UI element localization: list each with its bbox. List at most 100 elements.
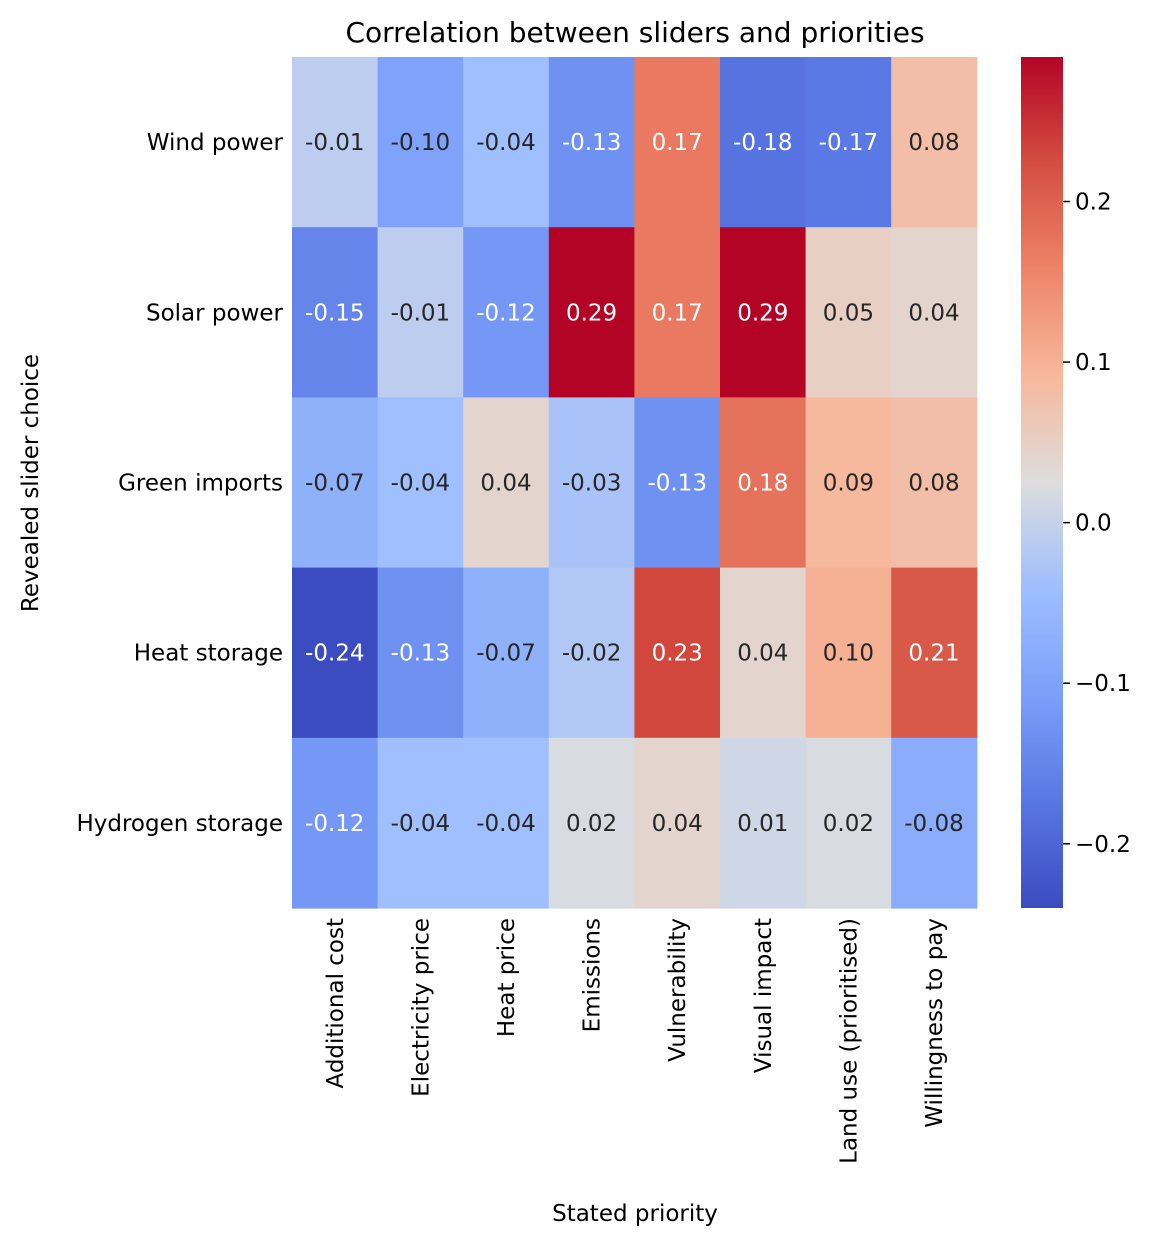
x-tick-label: Electricity price (408, 918, 434, 1097)
cell-value-label: 0.02 (566, 811, 617, 837)
cell-value-label: 0.04 (652, 811, 703, 837)
heatmap-cells (292, 57, 978, 909)
heatmap-cell (292, 737, 379, 909)
heatmap-cell (720, 567, 807, 739)
cell-value-label: 0.08 (908, 471, 959, 497)
cell-value-label: 0.29 (566, 300, 617, 326)
y-tick-label: Green imports (118, 471, 283, 497)
heatmap-cell (891, 57, 978, 228)
cell-value-label: -0.01 (305, 130, 365, 156)
x-tick-label: Visual impact (751, 918, 777, 1073)
heatmap-cell (292, 227, 379, 398)
heatmap-cell (891, 397, 978, 569)
cell-value-label: 0.09 (823, 471, 874, 497)
heatmap-cell (891, 227, 978, 398)
heatmap-cell (377, 397, 464, 569)
cell-value-label: 0.18 (737, 471, 788, 497)
heatmap-cell (377, 227, 464, 398)
x-tick-label: Heat price (494, 918, 520, 1037)
heatmap-cell (805, 737, 892, 909)
x-axis-label: Stated priority (552, 1201, 718, 1227)
heatmap-cell (463, 397, 550, 569)
cell-value-label: 0.04 (908, 300, 959, 326)
cell-value-label: -0.08 (904, 811, 964, 837)
heatmap-cell (805, 567, 892, 739)
x-tick-label: Land use (prioritised) (836, 918, 862, 1164)
cell-value-label: -0.01 (391, 300, 451, 326)
x-tick-label: Additional cost (323, 918, 349, 1089)
colorbar-tick-label: 0.1 (1075, 350, 1112, 376)
cell-value-label: -0.07 (476, 641, 536, 667)
heatmap-cell (548, 567, 635, 739)
heatmap-cell (805, 227, 892, 398)
heatmap-cell (634, 227, 721, 398)
cell-value-label: 0.01 (737, 811, 788, 837)
colorbar-ticks: 0.2 0.1 0.0 −0.1 −0.2 (1063, 190, 1131, 858)
heatmap-cell (720, 397, 807, 569)
y-tick-label: Heat storage (134, 641, 283, 667)
cell-value-label: -0.18 (733, 130, 793, 156)
colorbar-tick-label: −0.1 (1075, 671, 1131, 697)
cell-value-label: -0.02 (562, 641, 622, 667)
heatmap-cell (805, 57, 892, 228)
cell-value-label: 0.05 (823, 300, 874, 326)
cell-value-label: -0.07 (305, 471, 365, 497)
heatmap-cell (548, 57, 635, 228)
heatmap-cell (377, 737, 464, 909)
heatmap-cell (463, 567, 550, 739)
cell-value-label: -0.04 (476, 811, 536, 837)
cell-value-label: 0.04 (737, 641, 788, 667)
heatmap-cell (548, 397, 635, 569)
heatmap-cell (463, 737, 550, 909)
heatmap-cell (377, 57, 464, 228)
cell-value-label: -0.04 (391, 811, 451, 837)
heatmap-cell (463, 227, 550, 398)
y-tick-label: Solar power (146, 300, 284, 326)
colorbar-tick-label: 0.0 (1075, 511, 1112, 537)
heatmap-cell (634, 57, 721, 228)
cell-value-label: -0.10 (391, 130, 451, 156)
heatmap-cell (634, 737, 721, 909)
cell-value-label: -0.13 (391, 641, 451, 667)
cell-value-label: 0.10 (823, 641, 874, 667)
colorbar (1021, 57, 1063, 908)
cell-value-label: 0.04 (480, 471, 531, 497)
cell-value-label: 0.17 (652, 130, 703, 156)
heatmap-cell (720, 57, 807, 228)
heatmap-cell (891, 567, 978, 739)
y-tick-label: Hydrogen storage (76, 811, 283, 837)
heatmap-cell (720, 737, 807, 909)
cell-value-label: -0.15 (305, 300, 365, 326)
y-tick-label: Wind power (147, 130, 284, 156)
heatmap-cell (634, 397, 721, 569)
heatmap-cell (377, 567, 464, 739)
y-axis-label: Revealed slider choice (18, 354, 44, 612)
cell-value-label: 0.29 (737, 300, 788, 326)
heatmap-cell-labels: -0.01 -0.10 -0.04 -0.13 0.17 -0.18 -0.17 0.08 -0… (305, 130, 964, 837)
cell-value-label: -0.24 (305, 641, 365, 667)
cell-value-label: 0.23 (652, 641, 703, 667)
cell-value-label: -0.17 (819, 130, 879, 156)
cell-value-label: -0.12 (476, 300, 536, 326)
cell-value-label: -0.04 (476, 130, 536, 156)
cell-value-label: 0.21 (908, 641, 959, 667)
heatmap-cell (805, 397, 892, 569)
cell-value-label: 0.02 (823, 811, 874, 837)
x-tick-label: Emissions (580, 918, 606, 1032)
y-tick-labels: Wind power Solar power Green imports Heat s… (76, 130, 283, 837)
x-tick-label: Vulnerability (665, 918, 691, 1062)
heatmap-cell (292, 57, 379, 228)
heatmap-cell (548, 227, 635, 398)
cell-value-label: -0.03 (562, 471, 622, 497)
cell-value-label: 0.08 (908, 130, 959, 156)
heatmap-cell (292, 397, 379, 569)
colorbar-tick-label: 0.2 (1075, 190, 1112, 216)
heatmap-cell (891, 737, 978, 909)
x-tick-label: Willingness to pay (922, 918, 948, 1128)
colorbar-tick-label: −0.2 (1075, 832, 1131, 858)
heatmap-cell (720, 227, 807, 398)
cell-value-label: -0.13 (647, 471, 707, 497)
heatmap-cell (463, 57, 550, 228)
x-tick-labels: Additional cost Electricity price Heat pri… (323, 918, 948, 1164)
cell-value-label: -0.13 (562, 130, 622, 156)
